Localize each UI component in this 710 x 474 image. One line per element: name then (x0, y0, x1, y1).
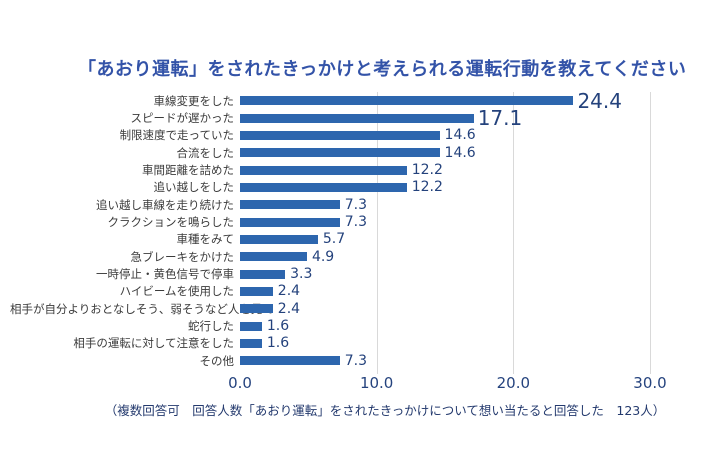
bar-row: スピードが遅かった 17.1 (10, 106, 700, 131)
value-label: 24.4 (577, 88, 622, 113)
bar (240, 338, 262, 348)
category-label: ハイビームを使用した (119, 284, 234, 299)
bar-track: 7.3 (240, 196, 700, 213)
category-label: 車種をみて (176, 232, 235, 247)
bar-track: 4.9 (240, 248, 700, 265)
value-label: 3.3 (290, 266, 313, 283)
bar-row: 追い越し車線を走り続けた 7.3 (10, 196, 700, 213)
category-label: 制限速度で走っていた (119, 128, 234, 143)
bar-rows: 車線変更をした 24.4 スピードが遅かった 17.1 制限速度で走っていた 14.6 合流… (10, 88, 700, 370)
bar-row: ハイビームを使用した 2.4 (10, 283, 700, 300)
bar-row: 車線変更をした 24.4 (10, 88, 700, 113)
bar-row: 急ブレーキをかけた 4.9 (10, 248, 700, 265)
bar-track: 7.3 (240, 352, 700, 369)
value-label: 17.1 (477, 106, 523, 131)
bar-track: 2.4 (240, 283, 700, 300)
value-label: 7.3 (344, 214, 368, 231)
bar (240, 96, 574, 106)
value-label: 12.2 (411, 179, 443, 196)
gridline (513, 92, 515, 374)
value-label: 2.4 (277, 283, 301, 300)
bar-row: その他 7.3 (10, 352, 700, 369)
chart-title: 「あおり運転」をされたきっかけと考えられる運転行動を教えてください (78, 59, 687, 80)
value-label: 5.7 (322, 231, 346, 248)
bar (240, 252, 307, 262)
bar-track: 1.6 (240, 335, 700, 352)
x-tick-label: 10.0 (359, 374, 394, 392)
bar (240, 321, 262, 331)
value-label: 14.6 (444, 144, 476, 161)
category-label: 合流をした (176, 145, 235, 160)
value-label: 1.6 (266, 335, 290, 352)
category-label: 急ブレーキをかけた (130, 249, 235, 264)
category-label: 相手の運転に対して注意をした (73, 336, 234, 351)
bar (240, 269, 286, 279)
category-label: 蛇行した (188, 319, 234, 334)
bar-track: 3.3 (240, 265, 700, 282)
bar (240, 304, 273, 314)
value-label: 14.6 (444, 127, 476, 144)
bar-row: 制限速度で走っていた 14.6 (10, 127, 700, 144)
bar-track: 12.2 (240, 161, 700, 178)
category-label: 一時停止・黄色信号で停車 (96, 267, 234, 282)
bar-track: 14.6 (240, 144, 700, 161)
x-tick-label: 30.0 (633, 374, 667, 392)
bar-track: 5.7 (240, 231, 700, 248)
bar (240, 217, 340, 227)
value-label: 4.9 (311, 248, 335, 265)
category-label: 車線変更をした (153, 93, 235, 108)
value-label: 2.4 (277, 300, 301, 317)
bar-row: 車間距離を詰めた 12.2 (10, 161, 700, 178)
bar (240, 200, 340, 210)
bar-track: 1.6 (240, 317, 700, 334)
category-label: 追い越しをした (153, 180, 235, 195)
bar-row: クラクションを鳴らした 7.3 (10, 213, 700, 230)
bar-track: 7.3 (240, 213, 700, 230)
bar-row: 車種をみて 5.7 (10, 231, 700, 248)
bar-row: 蛇行した 1.6 (10, 317, 700, 334)
x-tick-label: 0.0 (228, 374, 252, 392)
x-tick-label: 20.0 (496, 374, 531, 392)
value-label: 7.3 (344, 196, 368, 213)
bar-row: 追い越しをした 12.2 (10, 179, 700, 196)
footer-note: （複数回答可 回答人数「あおり運転」をされたきっかけについて想い当たると回答した… (104, 403, 666, 418)
bar-row: 相手の運転に対して注意をした 1.6 (10, 335, 700, 352)
bar (240, 130, 440, 140)
category-label: クラクションを鳴らした (107, 215, 235, 230)
bar (240, 234, 318, 244)
category-label: 追い越し車線を走り続けた (96, 197, 234, 212)
bar-track: 17.1 (240, 106, 700, 131)
category-label: 車間距離を詰めた (142, 163, 234, 178)
category-label: 相手が自分よりおとなしそう、弱そうなど人を見て (10, 301, 274, 316)
bar (240, 286, 273, 296)
value-label: 7.3 (344, 352, 368, 369)
bar-track: 12.2 (240, 179, 700, 196)
bar (240, 165, 407, 175)
value-label: 12.2 (411, 162, 443, 179)
value-label: 1.6 (266, 318, 290, 335)
bar-row: 相手が自分よりおとなしそう、弱そうなど人を見て 2.4 (10, 300, 700, 317)
x-axis: 0.0 10.0 20.0 30.0 (10, 374, 700, 394)
bar (240, 113, 474, 123)
gridline (376, 92, 378, 374)
bar-row: 一時停止・黄色信号で停車 3.3 (10, 265, 700, 282)
bar (240, 182, 407, 192)
bar-track: 2.4 (240, 300, 700, 317)
bar-track: 14.6 (240, 127, 700, 144)
category-label: スピードが遅かった (130, 111, 235, 126)
bar (240, 356, 340, 366)
gridline (650, 92, 651, 374)
bar-row: 合流をした 14.6 (10, 144, 700, 161)
bar (240, 148, 440, 158)
category-label: その他 (199, 353, 235, 368)
bar-track: 24.4 (240, 88, 700, 113)
